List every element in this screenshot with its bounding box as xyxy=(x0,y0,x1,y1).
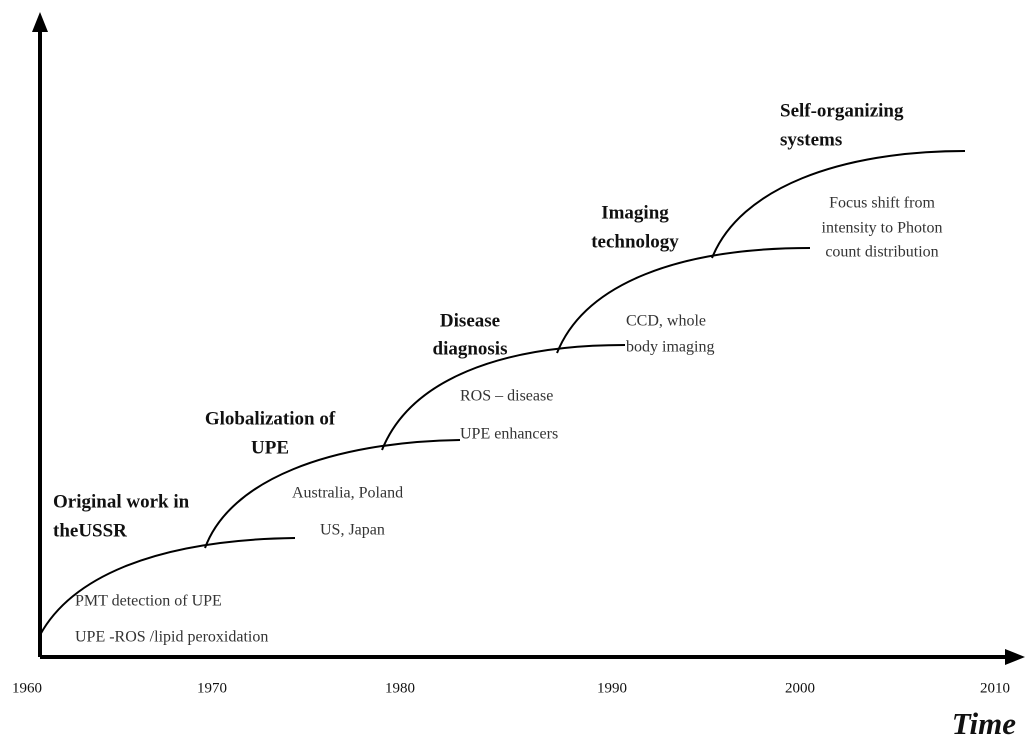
year-label: 1980 xyxy=(385,680,415,696)
stage-title: systems xyxy=(780,129,842,150)
curve xyxy=(204,439,461,549)
stage-note: US, Japan xyxy=(320,522,385,539)
curve xyxy=(711,150,966,259)
x-arrow xyxy=(1005,649,1025,665)
stage-title: Self-organizing xyxy=(780,100,904,121)
stage-title: diagnosis xyxy=(433,338,508,359)
stage-title: Imaging xyxy=(601,202,669,223)
stage-note: body imaging xyxy=(626,339,714,356)
stage-note: UPE -ROS /lipid peroxidation xyxy=(75,629,268,646)
stage-title: Globalization of xyxy=(205,408,336,429)
year-label: 1960 xyxy=(12,680,42,696)
stage-note: count distribution xyxy=(825,244,938,261)
axis-label: Time xyxy=(952,706,1017,741)
stage-note: Australia, Poland xyxy=(292,485,403,502)
stage-title: Disease xyxy=(440,310,500,331)
stage-note: UPE enhancers xyxy=(460,426,558,443)
curve xyxy=(381,344,626,451)
year-label: 1990 xyxy=(597,680,627,696)
stage-note: intensity to Photon xyxy=(822,220,943,237)
curve xyxy=(556,247,811,354)
year-label: 1970 xyxy=(197,680,227,696)
stage-note: CCD, whole xyxy=(626,313,706,330)
y-arrow xyxy=(32,12,48,32)
stage-note: PMT detection of UPE xyxy=(75,593,222,610)
stage-title: UPE xyxy=(251,437,289,458)
year-label: 2000 xyxy=(785,680,815,696)
curve xyxy=(39,537,296,636)
stage-note: ROS – disease xyxy=(460,388,553,405)
year-label: 2010 xyxy=(980,680,1010,696)
stage-note: Focus shift from xyxy=(829,195,935,212)
stage-title: Original work in xyxy=(53,491,190,512)
stage-title: theUSSR xyxy=(53,520,127,541)
stage-title: technology xyxy=(591,231,679,252)
